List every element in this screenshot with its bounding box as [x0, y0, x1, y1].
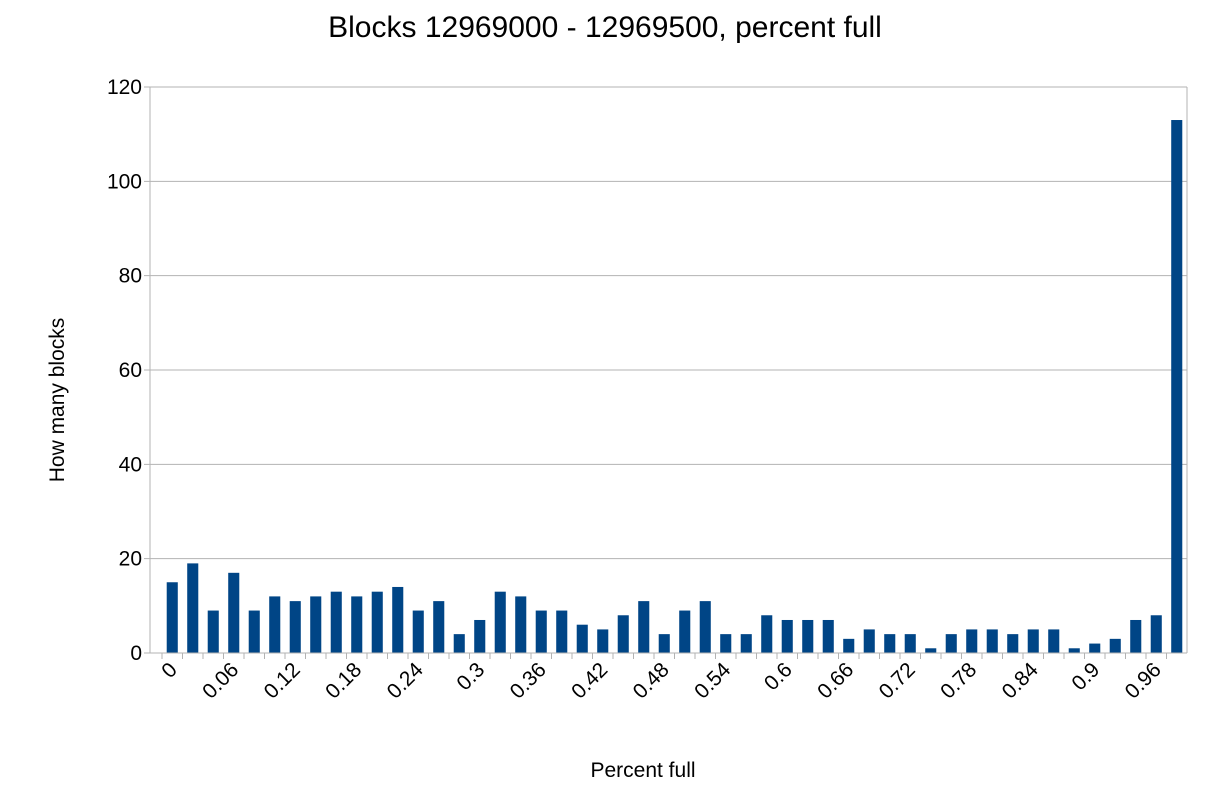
bar — [802, 619, 814, 653]
bar — [494, 591, 506, 653]
bar — [248, 610, 260, 653]
bar — [945, 634, 957, 653]
bar — [515, 596, 527, 653]
bar — [679, 610, 691, 653]
bar — [1109, 638, 1121, 653]
x-axis-label: Percent full — [590, 759, 695, 782]
bar — [617, 615, 629, 653]
bar — [207, 610, 219, 653]
bar — [453, 634, 465, 653]
bar — [658, 634, 670, 653]
bar — [166, 582, 178, 653]
bar — [412, 610, 424, 653]
bar — [535, 610, 547, 653]
bar — [843, 638, 855, 653]
chart-title: Blocks 12969000 - 12969500, percent full — [328, 11, 882, 44]
bar — [863, 629, 875, 653]
x-tick-label: 0.06 — [198, 658, 243, 703]
bar — [556, 610, 568, 653]
bar — [310, 596, 322, 653]
x-tick-label: 0.9 — [1067, 658, 1104, 695]
bar — [720, 634, 732, 653]
bar — [269, 596, 281, 653]
bar — [1027, 629, 1039, 653]
bar — [228, 572, 240, 653]
bar — [576, 624, 588, 653]
x-tick-label: 0.54 — [690, 658, 735, 703]
x-tick-label: 0.72 — [875, 658, 920, 703]
x-tick-label: 0.84 — [998, 658, 1043, 703]
bar — [289, 601, 301, 653]
x-tick-label: 0.96 — [1121, 658, 1166, 703]
bar — [433, 601, 445, 653]
bar — [351, 596, 363, 653]
bar — [187, 563, 199, 653]
x-tick-label: 0.6 — [760, 658, 797, 695]
bar — [1048, 629, 1060, 653]
y-tick-label: 0 — [130, 642, 142, 665]
x-tick-label: 0.36 — [506, 658, 551, 703]
bar — [1171, 120, 1183, 654]
bar — [925, 648, 937, 653]
x-tick-label: 0.12 — [260, 658, 305, 703]
x-tick-label: 0.18 — [321, 658, 366, 703]
bar — [822, 619, 834, 653]
y-tick-label: 120 — [107, 76, 142, 99]
bar — [1150, 615, 1162, 653]
x-tick-label: 0.78 — [936, 658, 981, 703]
bar — [740, 634, 752, 653]
x-tick-label: 0.48 — [629, 658, 674, 703]
bar — [761, 615, 773, 653]
bar — [904, 634, 916, 653]
bar — [597, 629, 609, 653]
x-tick-label: 0.66 — [813, 658, 858, 703]
bar — [699, 601, 711, 653]
x-tick-label: 0.42 — [567, 658, 612, 703]
bar — [781, 619, 793, 653]
bar — [966, 629, 978, 653]
y-tick-label: 60 — [119, 359, 142, 382]
bar — [371, 591, 383, 653]
y-tick-label: 80 — [119, 265, 142, 288]
x-tick-label: 0.24 — [383, 658, 428, 703]
bar — [392, 586, 404, 653]
bar — [1130, 619, 1142, 653]
bar — [638, 601, 650, 653]
y-tick-label: 20 — [119, 548, 142, 571]
x-tick-label: 0 — [157, 658, 182, 683]
bar — [1089, 643, 1101, 653]
y-axis-label: How many blocks — [46, 318, 69, 483]
bar — [474, 619, 486, 653]
bar — [1068, 648, 1080, 653]
bar — [1007, 634, 1019, 653]
bar — [986, 629, 998, 653]
y-tick-label: 100 — [107, 170, 142, 193]
bar — [884, 634, 896, 653]
bar — [330, 591, 342, 653]
x-tick-label: 0.3 — [452, 658, 489, 695]
y-tick-label: 40 — [119, 453, 142, 476]
